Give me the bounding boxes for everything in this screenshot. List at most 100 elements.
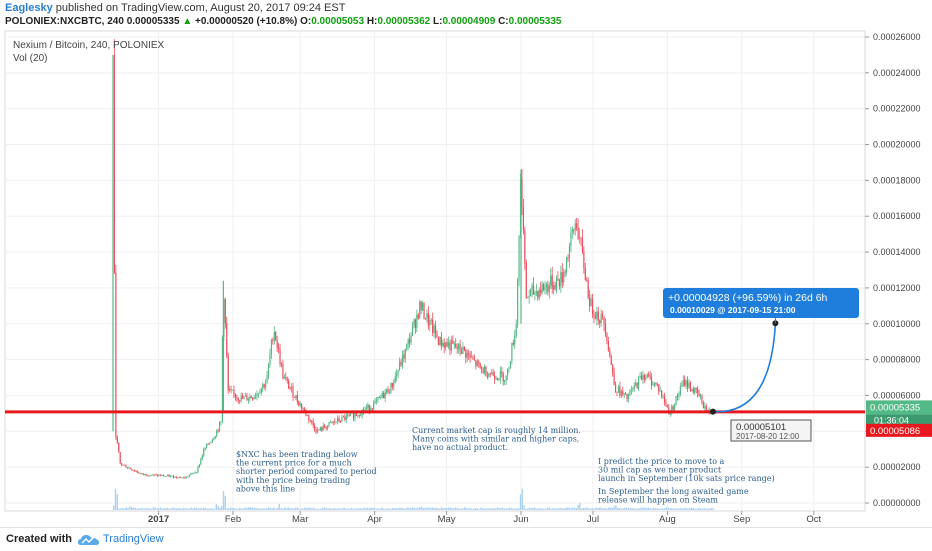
candle-body	[692, 389, 694, 393]
volume-bar	[210, 508, 212, 510]
volume-bar	[456, 507, 459, 510]
volume-bar	[125, 507, 127, 510]
volume-bar	[384, 508, 387, 510]
volume-bar	[113, 505, 115, 510]
candle-body	[640, 376, 643, 381]
volume-bar	[278, 504, 280, 510]
volume-bar	[428, 507, 430, 510]
candle-body	[174, 476, 176, 478]
candle-body	[259, 392, 261, 394]
candle-body	[578, 238, 581, 239]
candle-body	[591, 298, 594, 314]
volume-bar	[327, 508, 329, 510]
open-value: 0.00005053	[311, 16, 365, 27]
y-tick-label: 0.00014000	[873, 247, 921, 257]
candle-body	[675, 396, 677, 405]
volume-bar	[582, 507, 585, 510]
candle-body	[694, 387, 696, 393]
open-label: O:	[300, 16, 312, 27]
volume-bar	[638, 508, 640, 510]
candle-body	[679, 386, 681, 395]
candle-body	[145, 474, 147, 476]
author-link[interactable]: Eaglesky	[5, 2, 53, 14]
time-axis[interactable]: 2017 Feb Mar Apr May Jun Jul Aug Sep Oct	[148, 511, 822, 525]
volume-bar	[276, 507, 279, 510]
low-label: L:	[430, 16, 443, 27]
candle-body	[123, 464, 126, 466]
volume-bar	[622, 508, 624, 510]
projection-callout	[663, 288, 859, 318]
volume-bar	[402, 508, 405, 510]
candle-body	[665, 402, 667, 405]
volume-bar	[165, 507, 167, 510]
candle-body	[280, 364, 283, 365]
volume-bar	[539, 508, 541, 510]
candle-body	[234, 393, 236, 398]
candle-body	[597, 311, 599, 321]
projection-text-main: +0.00004928 (+96.59%) in 26d 6h	[668, 292, 828, 304]
volume-bar	[141, 507, 144, 510]
candle-body	[175, 476, 177, 478]
candle-body	[642, 375, 644, 381]
candle-body	[397, 370, 399, 374]
volume-bar	[566, 507, 568, 510]
volume-bar	[361, 508, 363, 510]
candle-body	[288, 380, 290, 389]
volume-bar	[311, 508, 313, 510]
volume-bar	[608, 507, 610, 510]
volume-bar	[636, 508, 639, 510]
volume-bar	[602, 508, 604, 510]
candle-body	[623, 393, 625, 395]
volume-bar	[264, 508, 266, 510]
candle-body	[465, 349, 467, 358]
candle-body	[558, 279, 560, 287]
annotation-text: In September the long awaited game	[598, 487, 749, 496]
candle-body	[440, 336, 442, 347]
candle-body	[568, 245, 571, 259]
candle-body	[213, 438, 215, 440]
projection-text-sub: 0.00010029 @ 2017-09-15 21:00	[670, 305, 796, 315]
candle-body	[616, 391, 618, 393]
volume-bar	[509, 507, 511, 510]
up-arrow-icon: ▲	[182, 16, 193, 27]
candle-body	[355, 413, 357, 416]
volume-bar	[366, 507, 369, 510]
annotation-text: Many coins with similar and higher caps,	[412, 435, 579, 444]
candle-body	[462, 346, 464, 354]
y-tick-label: 0.00008000	[873, 355, 921, 365]
candle-body	[483, 366, 486, 374]
volume-bar	[143, 508, 145, 510]
volume-bar	[483, 508, 486, 510]
volume-bar	[644, 507, 646, 510]
volume-bar	[534, 507, 536, 510]
volume-bar	[395, 508, 397, 510]
candle-body	[118, 442, 120, 453]
candle-body	[404, 349, 406, 359]
price-chart[interactable]: +0.00004928 (+96.59%) in 26d 6h0.0001002…	[0, 0, 932, 527]
volume-bar	[543, 508, 545, 510]
candle-body	[167, 475, 169, 476]
price-axis[interactable]: 0.00026000 0.00024000 0.00022000 0.00020000…	[865, 32, 932, 508]
candle-body	[627, 395, 630, 400]
candle-body	[266, 374, 268, 384]
candle-body	[242, 395, 244, 399]
volume-bar	[280, 507, 282, 510]
grid	[5, 31, 865, 511]
volume-bar	[314, 508, 316, 510]
volume-bar	[411, 507, 414, 510]
candle-body	[278, 347, 280, 350]
tradingview-link[interactable]: TradingView	[103, 533, 164, 545]
volume-bar	[338, 508, 340, 510]
volume-bar	[275, 508, 277, 510]
candle-body	[669, 413, 671, 415]
volume-bar	[420, 506, 423, 510]
candle-body	[553, 284, 555, 290]
volume-bar	[431, 507, 433, 510]
overlays: +0.00004928 (+96.59%) in 26d 6h0.0001002…	[5, 288, 865, 505]
volume-bar	[408, 507, 410, 510]
volume-bar	[172, 507, 174, 510]
volume-bar	[654, 508, 657, 510]
candle-body	[157, 474, 159, 476]
candle-body	[548, 285, 550, 292]
candle-body	[698, 393, 700, 397]
